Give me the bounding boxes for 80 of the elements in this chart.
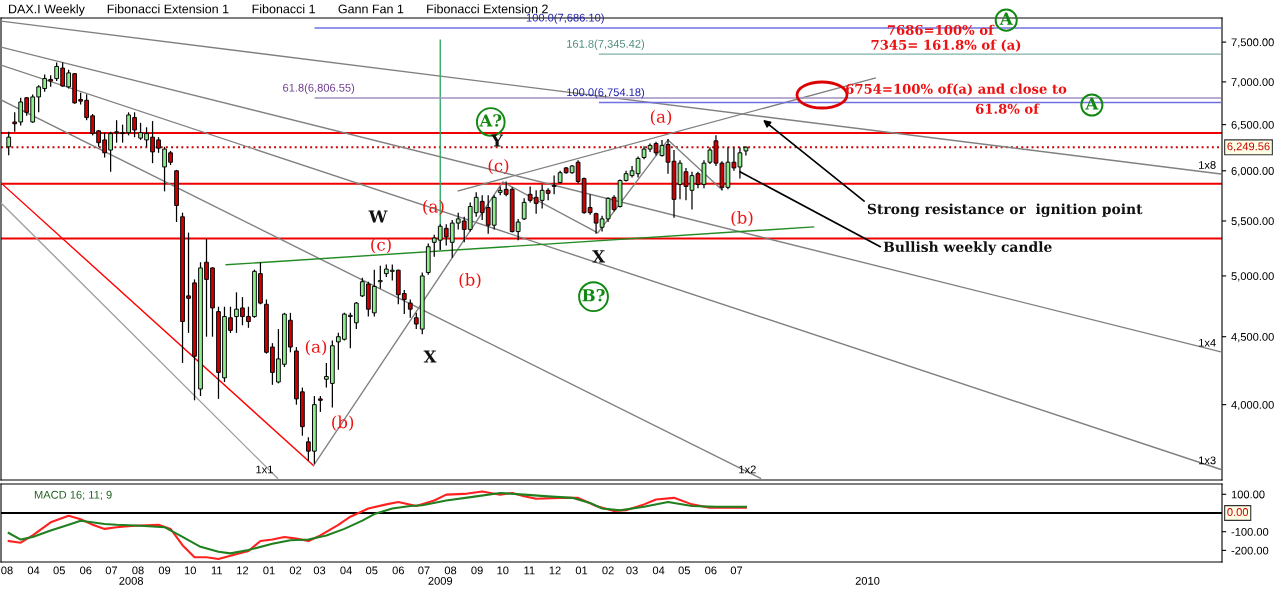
annotation: A bbox=[1085, 97, 1099, 110]
y-tick-label: 100.00 bbox=[1231, 490, 1265, 499]
annotation: W bbox=[368, 210, 388, 223]
x-tick-label: 02 bbox=[602, 566, 614, 575]
annotation: (a) bbox=[650, 109, 672, 126]
x-tick-label: 05 bbox=[678, 566, 690, 575]
annotation: Bullish weekly candle bbox=[883, 241, 1052, 255]
x-tick-label: 12 bbox=[237, 566, 249, 575]
annotation: 7686=100% of bbox=[887, 24, 995, 35]
x-tick-label: 10 bbox=[184, 566, 196, 575]
x-tick-label: 07 bbox=[105, 566, 118, 575]
x-tick-label: 05 bbox=[53, 566, 65, 575]
series-label: 1x3 bbox=[1199, 456, 1216, 465]
annotation: (c) bbox=[488, 158, 509, 175]
x-tick-label: 01 bbox=[575, 566, 588, 575]
annotation: (a) bbox=[305, 339, 327, 356]
y-tick-label: 5,500.00 bbox=[1231, 217, 1274, 227]
annotation: X bbox=[592, 250, 606, 263]
ref-line-label: 0.00 bbox=[1227, 508, 1249, 516]
x-tick-label: 01 bbox=[263, 566, 275, 575]
annotation: (b) bbox=[332, 415, 354, 431]
x-tick-label: 08 bbox=[132, 566, 144, 575]
x-tick-label: 09 bbox=[158, 566, 171, 575]
series-label: 1x1 bbox=[256, 465, 273, 474]
x-tick-label: 05 bbox=[366, 566, 378, 575]
annotation: 161.8(7,345.42) bbox=[567, 39, 645, 50]
annotation: (b) bbox=[731, 210, 753, 227]
x-tick-label: 07 bbox=[730, 566, 743, 575]
x-tick-label: 08 bbox=[1, 566, 13, 575]
annotation: A? bbox=[479, 114, 502, 127]
series-label: 1x2 bbox=[739, 465, 756, 474]
x-tick-label: 03 bbox=[313, 566, 326, 575]
annotation: (c) bbox=[371, 237, 391, 254]
series-label: 1x4 bbox=[1199, 338, 1216, 347]
y-tick-label: 4,500.00 bbox=[1231, 332, 1274, 343]
x-tick-label: 11 bbox=[211, 566, 222, 575]
annotation: Strong resistance or ignition point bbox=[867, 203, 1143, 218]
x-tick-label: 04 bbox=[652, 566, 665, 575]
x-tick-label: 06 bbox=[705, 566, 717, 575]
x-tick-label: 03 bbox=[626, 566, 638, 575]
y-tick-label: -100.00 bbox=[1231, 527, 1269, 536]
y-tick-label: 7,500.00 bbox=[1231, 38, 1274, 48]
text: Fibonacci 1 bbox=[252, 4, 315, 14]
y-tick-label: 4,000.00 bbox=[1231, 400, 1274, 411]
y-tick-label: -200.00 bbox=[1231, 546, 1269, 555]
y-tick-label: 6,500.00 bbox=[1231, 120, 1274, 131]
annotation: B? bbox=[582, 288, 605, 302]
x-tick-label: 04 bbox=[340, 566, 352, 575]
text: Fibonacci Extension 1 bbox=[107, 4, 229, 14]
x-tick-label: 04 bbox=[27, 566, 40, 575]
y-tick-label: 5,000.00 bbox=[1231, 272, 1274, 282]
annotation: Y bbox=[490, 134, 504, 147]
x-tick-label: 08 bbox=[444, 566, 457, 575]
text: Gann Fan 1 bbox=[338, 4, 404, 14]
annotation: 7345= 161.8% of (a) bbox=[871, 39, 1021, 52]
annotation: A bbox=[999, 12, 1013, 25]
x-tick-label: 10 bbox=[497, 566, 509, 575]
x-tick-label: 09 bbox=[471, 566, 483, 575]
x-tick-label: 12 bbox=[549, 566, 561, 575]
x2-tick-label: 2009 bbox=[428, 576, 453, 585]
y-tick-label: 6,000.00 bbox=[1231, 167, 1274, 177]
x2-tick-label: 2010 bbox=[855, 576, 880, 585]
annotation: X bbox=[423, 350, 437, 363]
series-label: 1x8 bbox=[1199, 161, 1216, 169]
annotation: (b) bbox=[459, 272, 481, 289]
y-tick-label: 7,000.00 bbox=[1231, 78, 1274, 88]
annotation: 100.0(6,754.18) bbox=[567, 87, 645, 99]
x-tick-label: 07 bbox=[418, 566, 430, 575]
x-tick-label: 06 bbox=[80, 566, 92, 575]
x-tick-label: 02 bbox=[289, 566, 302, 575]
annotation: 61.8% of bbox=[975, 103, 1040, 114]
x-tick-label: 06 bbox=[392, 566, 404, 575]
x-tick-label: 11 bbox=[524, 566, 535, 575]
ref-line-label: 6,249.56 bbox=[1227, 142, 1270, 152]
annotation: 6754=100% of(a) and close to bbox=[845, 83, 1067, 96]
x2-tick-label: 2008 bbox=[119, 576, 144, 585]
annotation: 61.8(6,806.55) bbox=[283, 83, 355, 94]
text: Fibonacci Extension 2 bbox=[427, 4, 548, 14]
text: MACD 16; 11; 9 bbox=[34, 490, 112, 500]
chart-title: DAX.I Weekly bbox=[9, 4, 85, 16]
